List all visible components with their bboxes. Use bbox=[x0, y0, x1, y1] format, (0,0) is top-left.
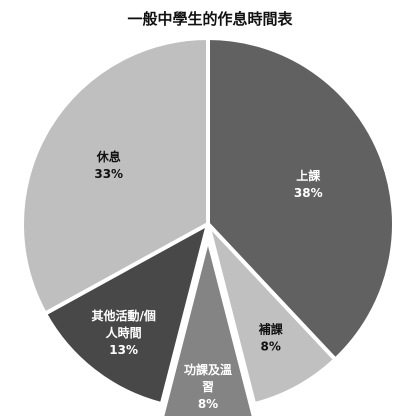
slice-name: 功課及溫 bbox=[184, 362, 232, 377]
pie-slices bbox=[20, 36, 396, 416]
slice-name: 休息 bbox=[96, 149, 121, 164]
pie-slice-4 bbox=[43, 222, 210, 407]
chart-title: 一般中學生的作息時間表 bbox=[127, 10, 293, 28]
slice-label-1: 上課 38% bbox=[294, 168, 323, 200]
slice-percent: 8% bbox=[198, 397, 218, 411]
pie-slice-3 bbox=[160, 236, 256, 416]
slice-name: 其他活動/個 bbox=[91, 308, 155, 323]
slice-label-5: 休息 33% bbox=[94, 149, 123, 181]
slice-label-2: 補課 8% bbox=[258, 322, 284, 354]
pie-labels: 上課 38% 補課 8% 功課及溫習 8% 其他活動/個人時間 13% 休息 33% bbox=[91, 149, 322, 411]
slice-name: 習 bbox=[202, 380, 214, 394]
slice-label-4: 其他活動/個人時間 13% bbox=[91, 308, 155, 357]
slice-percent: 8% bbox=[261, 340, 281, 354]
slice-percent: 13% bbox=[109, 343, 138, 357]
pie-slice-2 bbox=[206, 222, 338, 407]
slice-label-3: 功課及溫習 8% bbox=[184, 362, 232, 411]
pie-slice-5 bbox=[20, 36, 210, 316]
slice-name: 人時間 bbox=[106, 325, 142, 340]
slice-percent: 38% bbox=[294, 186, 323, 200]
slice-name: 補課 bbox=[258, 322, 284, 337]
pie-slice-1 bbox=[206, 36, 396, 362]
slice-name: 上課 bbox=[296, 168, 321, 183]
slice-percent: 33% bbox=[94, 167, 123, 181]
